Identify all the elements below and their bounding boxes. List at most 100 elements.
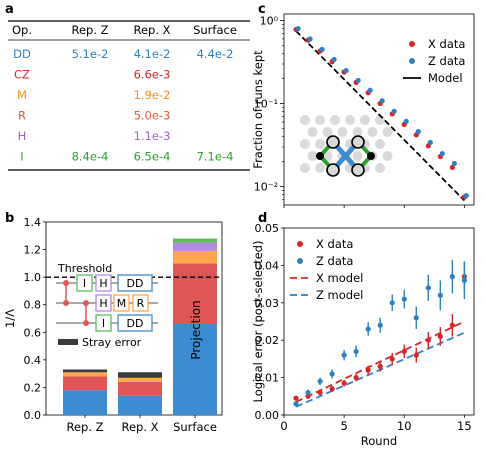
- table-cell: 1.9e-2: [134, 88, 171, 102]
- point-z-data: [401, 296, 407, 302]
- bar-segment-stray-error: [63, 369, 107, 373]
- xtick-label-b: Rep. X: [121, 420, 158, 434]
- error-table: Op. Rep. Z Rep. X Surface DD 5.1e-2 4.1e-2 4.4e…: [8, 20, 250, 171]
- ytick-label-b: 0.0: [24, 409, 42, 422]
- lattice-data-qubit: [351, 163, 365, 177]
- projection-annotation: Projection: [189, 300, 203, 359]
- point-z-data: [319, 46, 325, 52]
- legend-label-d: X model: [316, 271, 363, 285]
- point-x-data: [401, 348, 407, 355]
- point-z-data: [403, 118, 409, 124]
- point-z-data: [293, 401, 299, 407]
- bar-segment-m: [63, 372, 107, 377]
- gate-dd-3-box: [117, 314, 153, 332]
- gate-i-3-box: [95, 314, 112, 332]
- plot-frame-c: [283, 13, 475, 206]
- ytick-label-b: 1.4: [24, 216, 42, 229]
- point-z-data: [439, 150, 445, 157]
- point-z-data: [367, 87, 373, 93]
- lattice-qubit: [315, 115, 325, 125]
- gate-dd-1-label: DD: [127, 277, 144, 290]
- lattice-qubit: [352, 151, 363, 161]
- legend-marker-c: [409, 41, 415, 47]
- point-x-data: [329, 386, 335, 392]
- ytick-label-d: 0.05: [255, 222, 280, 235]
- lattice-qubit: [375, 163, 385, 173]
- point-x-data: [413, 352, 419, 358]
- ytick-label-d: 0.02: [255, 334, 280, 347]
- point-x-data: [389, 356, 395, 362]
- gate-m-2-label: M: [117, 297, 127, 310]
- legend-label-d: Z model: [316, 288, 363, 302]
- ytick-label-c: 10⁻²: [254, 181, 278, 194]
- point-z-data: [341, 352, 347, 358]
- bar-segment-m: [173, 250, 217, 264]
- point-z-data: [415, 128, 421, 135]
- ytick-label-c: 10⁰: [260, 15, 279, 28]
- ytick-label-c: 10⁻¹: [254, 98, 278, 111]
- plot-frame-d: [283, 227, 475, 416]
- lattice-qubit: [315, 163, 325, 173]
- table-cell: 4.4e-2: [197, 47, 234, 61]
- xtick-label-d: 0: [280, 419, 287, 433]
- point-z-data: [295, 26, 301, 32]
- bar-segment-cz: [63, 376, 107, 391]
- scatter-chart-c: 10⁰ 10⁻¹ 10⁻² Fraction of runs kept X data Z …: [251, 13, 475, 208]
- xtick-label-b: Rep. Z: [66, 420, 103, 434]
- table-cell: 5.1e-2: [72, 47, 109, 61]
- ytick-label-b: 0.4: [24, 354, 42, 367]
- point-z-data: [365, 326, 371, 332]
- gate-h-2-box: [95, 294, 112, 312]
- gate-r-2-label: R: [137, 297, 145, 310]
- point-z-data: [427, 139, 433, 146]
- legend-label-d: X data: [316, 237, 353, 251]
- table-header-2: Rep. X: [133, 23, 170, 37]
- point-z-data: [355, 77, 361, 84]
- cz-dot: [63, 300, 69, 306]
- lattice-data-qubit: [326, 163, 340, 177]
- gate-h-1-label: H: [99, 277, 107, 290]
- lattice-qubit: [382, 127, 393, 137]
- lattice-qubit: [367, 127, 378, 137]
- point-x-data: [377, 363, 383, 369]
- point-z-data: [353, 348, 359, 355]
- ylabel-d: Logical error (post-selected): [251, 241, 265, 403]
- point-z-data: [343, 67, 349, 74]
- ytick-label-d: 0.04: [255, 259, 280, 272]
- point-z-data: [305, 389, 311, 396]
- point-x-data: [305, 393, 311, 399]
- stray-error-label: Stray error: [82, 336, 142, 349]
- point-z-data: [391, 108, 397, 114]
- point-z-data: [451, 160, 457, 167]
- point-x-data: [293, 395, 299, 401]
- ylabel-c: Fraction of runs kept: [251, 50, 265, 169]
- table-cell: 7.1e-4: [197, 150, 234, 164]
- point-z-data: [331, 56, 337, 63]
- bar-segment-dd: [118, 395, 162, 415]
- point-z-data: [449, 274, 455, 280]
- point-x-data: [341, 380, 347, 386]
- lattice-data-qubit: [351, 135, 365, 149]
- table-op-M: M: [17, 88, 27, 102]
- bar-segment-i: [173, 238, 217, 243]
- table-op-H: H: [18, 129, 27, 143]
- ylabel-b: 1/Λ: [3, 309, 17, 328]
- point-x-data: [317, 389, 323, 396]
- legend-label-c: Z data: [428, 54, 465, 68]
- gate-i-1-label: I: [83, 277, 86, 290]
- xtick-label-d: 5: [340, 419, 347, 433]
- table-header-3: Surface: [193, 23, 237, 37]
- ytick-label-b: 0.2: [24, 381, 42, 394]
- point-z-data: [413, 315, 419, 321]
- stray-error-swatch: [58, 339, 78, 345]
- point-z-data: [317, 378, 323, 384]
- bar-segment-dd: [63, 390, 107, 415]
- table-cell: 6.5e-4: [134, 150, 171, 164]
- table-cell: 5.0e-3: [134, 109, 171, 123]
- point-z-data: [463, 192, 469, 199]
- lattice-green-bond: [318, 140, 373, 172]
- bar-chart-b: 0.0 0.2 0.4 0.6 0.8 1.0 1.2 1.4 1/Λ Rep. Z Rep. X S…: [3, 216, 223, 434]
- xlabel-d: Round: [361, 434, 397, 448]
- point-z-data: [461, 277, 467, 283]
